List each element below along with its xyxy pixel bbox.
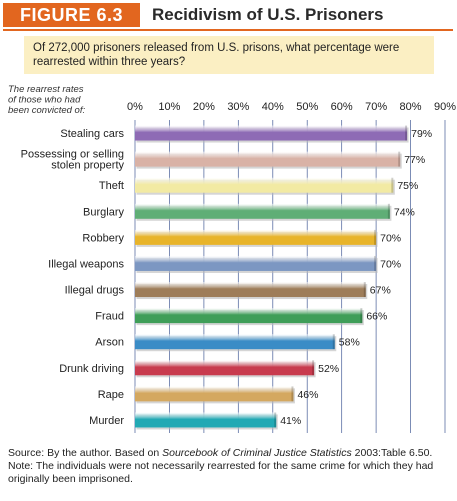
bar-end-shade (374, 229, 377, 245)
bar (135, 229, 377, 245)
value-label: 70% (380, 232, 401, 244)
x-tick-label: 60% (331, 101, 353, 113)
bar-end-shade (391, 177, 394, 193)
x-tick-label: 30% (227, 101, 249, 113)
bar (135, 412, 277, 428)
source-title: Sourcebook of Criminal Justice Statistic… (162, 447, 352, 459)
x-tick-label: 50% (296, 101, 318, 113)
bar-end-shade (291, 386, 294, 402)
category-label: Arson (95, 337, 124, 349)
question-box: Of 272,000 prisoners released from U.S. … (24, 36, 434, 74)
value-label: 75% (397, 180, 418, 192)
value-label: 66% (366, 311, 387, 323)
x-tick-label: 90% (434, 101, 456, 113)
figure-header: FIGURE 6.3 Recidivism of U.S. Prisoners (0, 0, 457, 31)
category-label: Drunk driving (59, 363, 124, 375)
value-label: 41% (280, 415, 301, 427)
source-note: Source: By the author. Based on Sourcebo… (8, 447, 450, 486)
bar (135, 125, 408, 141)
x-tick-label: 70% (365, 101, 387, 113)
bar (135, 386, 294, 402)
category-header-line: of those who had (8, 95, 81, 106)
bar-end-shade (405, 125, 408, 141)
bar-end-shade (387, 203, 390, 219)
category-label: Rape (98, 389, 124, 401)
figure-title: Recidivism of U.S. Prisoners (152, 5, 384, 24)
category-header-line: The rearrest rates (8, 84, 84, 95)
x-tick-label: 40% (262, 101, 284, 113)
bar-end-shade (360, 308, 363, 324)
value-label: 79% (411, 128, 432, 140)
plot-area (135, 120, 445, 433)
bar (135, 177, 394, 193)
category-label: Fraud (95, 311, 124, 323)
bar-end-shade (312, 360, 315, 376)
note-text: Note: The individuals were not necessari… (8, 460, 434, 485)
bar (135, 308, 363, 324)
bar (135, 282, 366, 298)
source-prefix: Source: By the author. Based on (8, 447, 163, 459)
value-label: 67% (370, 285, 391, 297)
category-header-line: been convicted of: (8, 105, 85, 116)
x-tick-label: 10% (158, 101, 180, 113)
bar (135, 151, 401, 167)
category-label: Illegal drugs (65, 285, 125, 297)
value-label: 70% (380, 258, 401, 270)
x-tick-label: 20% (193, 101, 215, 113)
figure-label: FIGURE 6.3 (3, 3, 140, 27)
category-label: Robbery (82, 232, 124, 244)
source-suffix: 2003:Table 6.50. (351, 447, 433, 459)
value-label: 58% (339, 337, 360, 349)
category-label: Illegal weapons (48, 258, 124, 270)
value-label: 77% (404, 154, 425, 166)
bar (135, 334, 335, 350)
bar-end-shade (332, 334, 335, 350)
x-tick-label: 0% (127, 101, 143, 113)
category-label: Possessing or selling (21, 149, 124, 161)
category-label: Burglary (83, 206, 124, 218)
bar (135, 255, 377, 271)
header-rule (3, 29, 453, 31)
bar (135, 360, 315, 376)
bar-end-shade (363, 282, 366, 298)
category-label: Stealing cars (60, 128, 124, 140)
category-label: stolen property (51, 160, 124, 172)
bar-end-shade (374, 255, 377, 271)
bar-end-shade (398, 151, 401, 167)
value-label: 52% (318, 363, 339, 375)
bar (135, 203, 390, 219)
value-label: 74% (394, 206, 415, 218)
value-label: 46% (297, 389, 318, 401)
x-tick-label: 80% (400, 101, 422, 113)
category-label: Murder (89, 415, 124, 427)
category-label: Theft (99, 180, 124, 192)
bar-end-shade (274, 412, 277, 428)
